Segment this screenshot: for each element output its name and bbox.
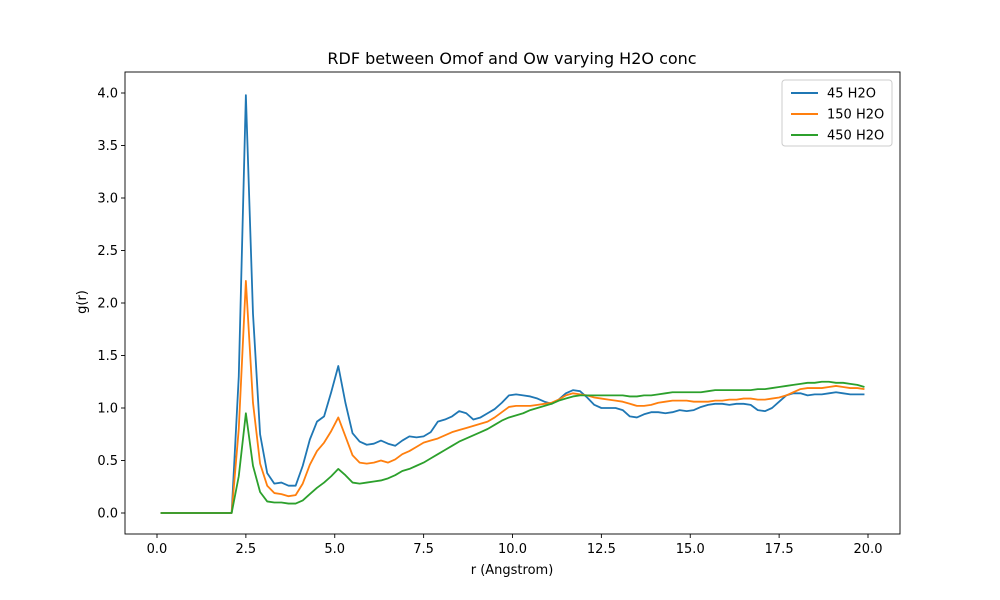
x-tick-label-8: 20.0 bbox=[854, 542, 883, 557]
x-tick-label-2: 5.0 bbox=[324, 542, 345, 557]
x-tick-label-0: 0.0 bbox=[147, 542, 168, 557]
legend-label-1: 45 H2O bbox=[827, 87, 876, 102]
series-line-3 bbox=[160, 380, 865, 514]
x-tick-label-3: 7.5 bbox=[413, 542, 434, 557]
legend-label-3: 450 H2O bbox=[827, 129, 884, 144]
y-tick-label-0: 0.0 bbox=[97, 507, 118, 522]
y-tick-label-6: 3.0 bbox=[97, 192, 118, 207]
y-tick-label-2: 1.0 bbox=[97, 402, 118, 417]
x-tick-label-5: 12.5 bbox=[587, 542, 616, 557]
x-tick-label-7: 17.5 bbox=[765, 542, 794, 557]
chart-title: RDF between Omof and Ow varying H2O conc bbox=[327, 49, 696, 68]
y-tick-label-3: 1.5 bbox=[97, 349, 118, 364]
legend: 45 H2O 150 H2O 450 H2O bbox=[781, 79, 893, 147]
legend-label-2: 150 H2O bbox=[827, 108, 884, 123]
y-tick-label-5: 2.5 bbox=[97, 244, 118, 259]
series-lines bbox=[160, 94, 865, 514]
y-tick-label-8: 4.0 bbox=[97, 87, 118, 102]
series-line-2 bbox=[160, 280, 865, 514]
x-tick-label-1: 2.5 bbox=[236, 542, 257, 557]
x-axis: 0.0 2.5 5.0 7.5 10.0 12.5 15.0 17.5 20.0 bbox=[147, 534, 883, 557]
y-axis-label: g(r) bbox=[75, 290, 90, 314]
x-tick-label-6: 15.0 bbox=[676, 542, 705, 557]
x-tick-label-4: 10.0 bbox=[498, 542, 527, 557]
y-tick-label-4: 2.0 bbox=[97, 297, 118, 312]
y-tick-label-1: 0.5 bbox=[97, 454, 118, 469]
series-line-1 bbox=[160, 94, 865, 514]
y-tick-label-7: 3.5 bbox=[97, 139, 118, 154]
legend-box bbox=[781, 79, 893, 147]
x-axis-label: r (Angstrom) bbox=[471, 563, 554, 578]
y-axis: 0.0 0.5 1.0 1.5 2.0 2.5 3.0 3.5 4.0 bbox=[97, 87, 125, 522]
